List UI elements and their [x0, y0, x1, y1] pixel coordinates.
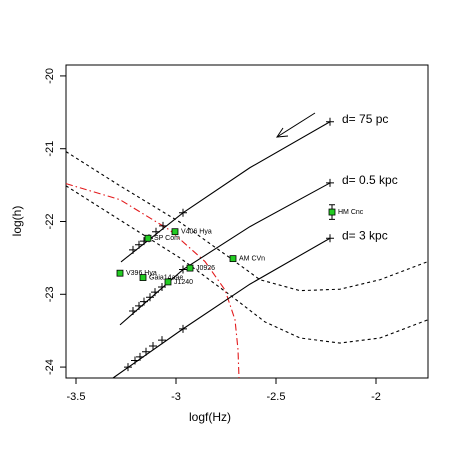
sensitivity-curve — [65, 185, 429, 344]
source-label: AM CVn — [239, 255, 265, 262]
cross-marker — [326, 178, 334, 187]
cross-marker — [152, 227, 160, 236]
source-marker — [328, 208, 336, 216]
source-track — [119, 182, 331, 326]
cross-marker — [158, 283, 166, 292]
sensitivity-curve — [65, 183, 240, 379]
cross-marker — [129, 307, 137, 316]
source-label: J0926 — [196, 265, 215, 272]
cross-marker — [142, 347, 150, 356]
cross-marker — [326, 234, 334, 243]
source-marker — [229, 255, 237, 263]
cross-marker — [159, 221, 167, 230]
y-axis-title: log(h) — [10, 206, 24, 237]
cross-marker — [131, 356, 139, 365]
cross-marker — [179, 324, 187, 333]
x-tick-label: -3 — [171, 391, 181, 403]
distance-label: d= 3 kpc — [342, 228, 388, 242]
source-marker — [116, 269, 124, 277]
source-label: HM Cnc — [338, 209, 364, 216]
source-label: J1240 — [174, 279, 193, 286]
source-marker — [139, 274, 147, 281]
y-tick-label: -22 — [44, 214, 56, 230]
cross-marker — [124, 363, 132, 372]
source-label: V396 Hya — [126, 270, 157, 277]
cross-marker — [135, 240, 143, 249]
distance-label: d= 0.5 kpc — [342, 173, 398, 187]
x-tick-label: -2 — [371, 391, 381, 403]
cross-marker — [135, 301, 143, 310]
cross-marker — [158, 336, 166, 345]
cross-marker — [149, 341, 157, 350]
y-tick-label: -21 — [44, 141, 56, 157]
cross-marker — [136, 352, 144, 361]
x-tick-label: -3.5 — [67, 391, 86, 403]
source-label: SP Com — [154, 235, 180, 242]
arrow-head — [276, 127, 289, 138]
cross-marker — [129, 245, 137, 254]
cross-marker — [179, 265, 187, 274]
source-track — [120, 121, 331, 263]
source-marker — [164, 278, 172, 286]
cross-marker — [146, 293, 154, 302]
cross-marker — [140, 297, 148, 306]
distance-label: d= 75 pc — [342, 112, 388, 126]
cross-marker — [151, 288, 159, 297]
y-tick-label: -24 — [44, 359, 56, 375]
source-marker — [171, 228, 179, 236]
source-marker — [186, 264, 194, 272]
x-axis-title: logf(Hz) — [189, 410, 231, 424]
cross-marker — [326, 117, 334, 126]
y-tick-label: -20 — [44, 68, 56, 84]
source-marker — [144, 234, 152, 242]
y-tick-label: -23 — [44, 286, 56, 302]
source-label: Gaia14aae — [149, 274, 183, 281]
source-track — [112, 237, 331, 379]
arrow-shaft — [276, 112, 316, 138]
x-tick-label: -2.5 — [267, 391, 286, 403]
source-label: V406 Hya — [181, 229, 212, 236]
cross-marker — [179, 208, 187, 217]
